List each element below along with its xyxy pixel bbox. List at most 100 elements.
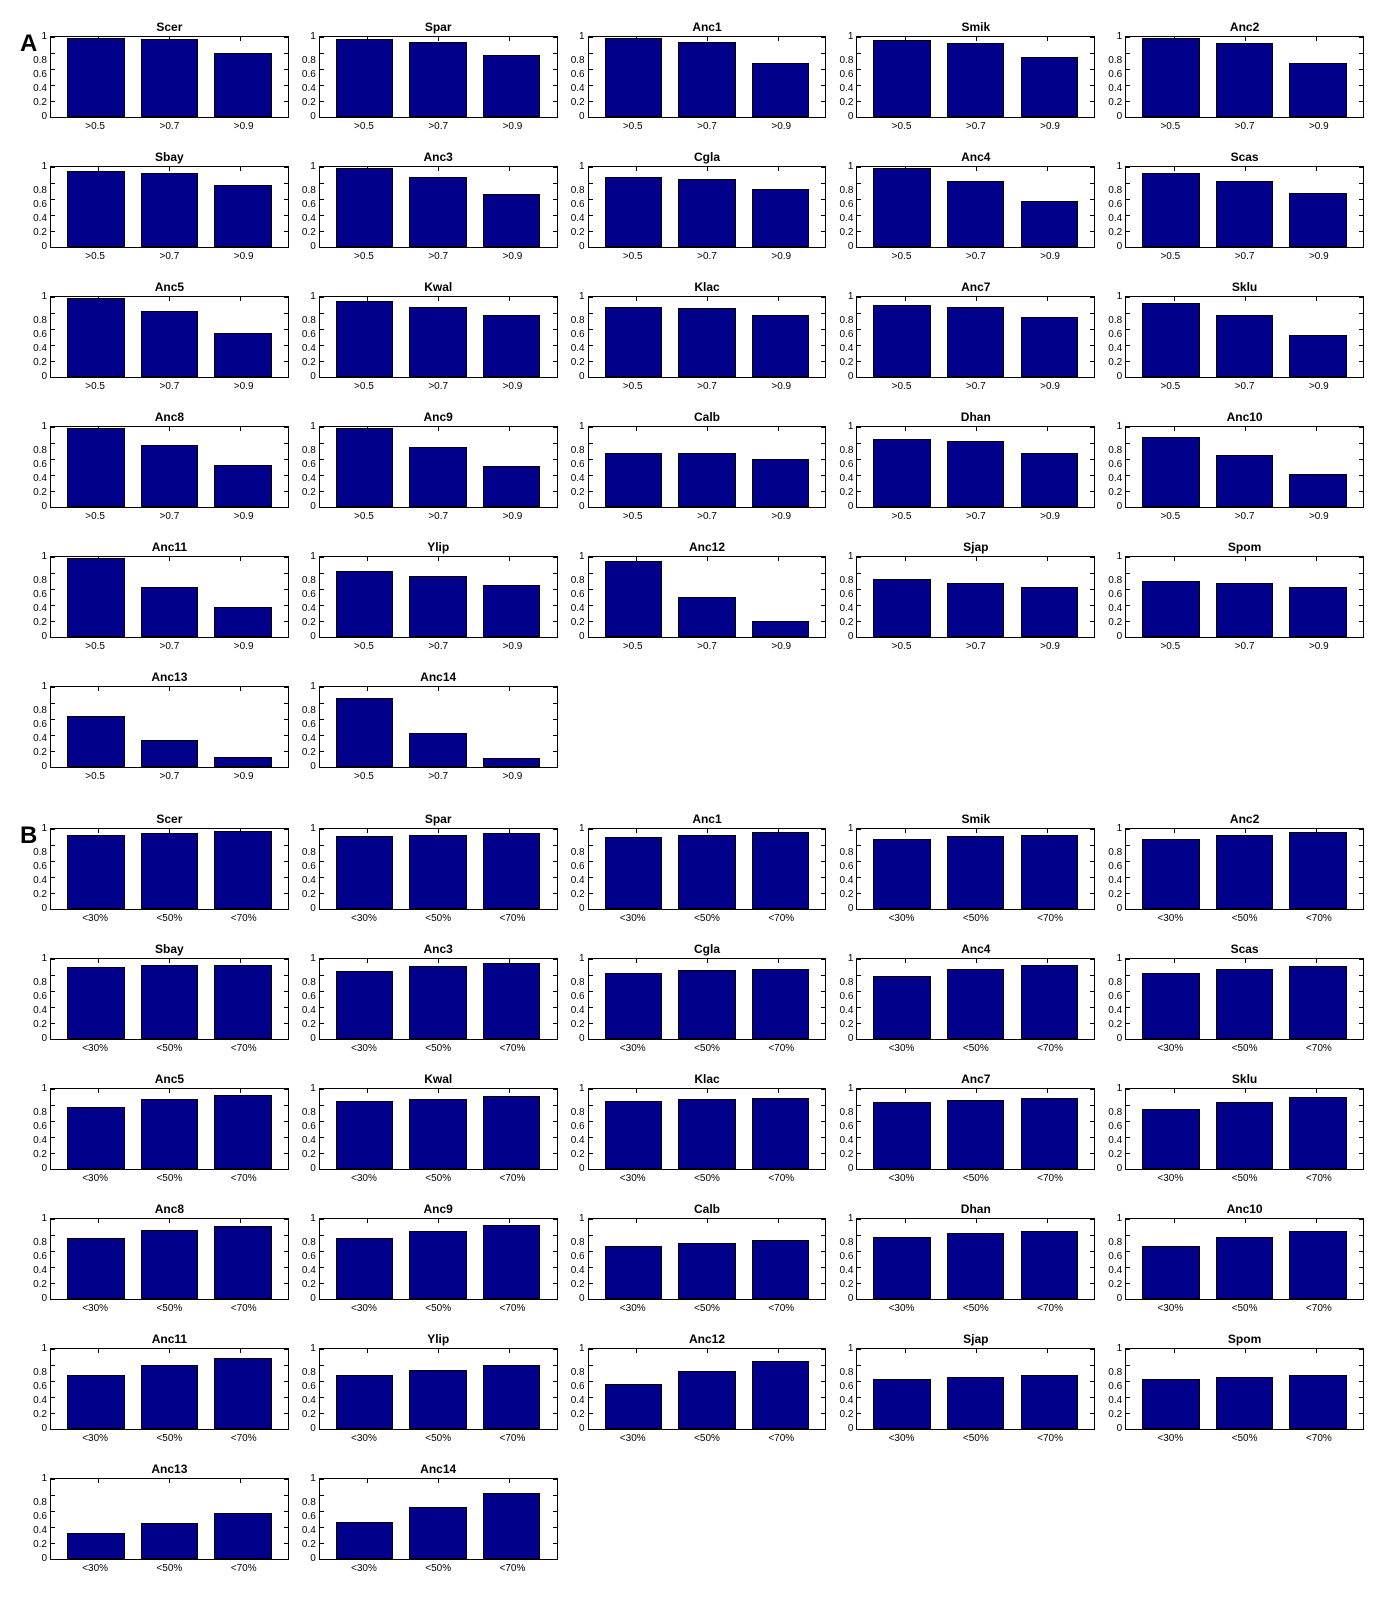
y-tick-label: 0 [559,1034,585,1044]
y-tick-label: 0.2 [21,1280,47,1290]
bar [873,839,930,909]
x-tick-label: <70% [1021,1043,1079,1054]
y-tick-label: 0.2 [290,1280,316,1290]
chart-title: Scer [50,812,289,826]
bar-chart: Dhan00.20.40.60.81<30%<50%<70% [856,1202,1095,1314]
x-tick-labels: >0.5>0.7>0.9 [588,641,827,652]
y-tick-label: 0 [559,112,585,122]
y-tick-label: 0.4 [827,1396,853,1406]
y-tick-label: 0.8 [559,316,585,326]
x-tick-label: >0.9 [1290,511,1348,522]
x-tick-labels: <30%<50%<70% [1125,1173,1364,1184]
bar [1021,587,1078,637]
x-tick-label: <30% [873,1433,931,1444]
bar [873,439,930,507]
y-tick-labels: 00.20.40.60.81 [1096,167,1122,247]
y-tick-label: 1 [559,1214,585,1224]
bar-chart: Anc800.20.40.60.81>0.5>0.7>0.9 [50,410,289,522]
y-tick-label: 1 [21,954,47,964]
x-tick-label: >0.9 [1290,641,1348,652]
bars-container [589,167,826,247]
bar [409,733,466,767]
y-tick-label: 0.4 [21,734,47,744]
plot-area: 00.20.40.60.81 [50,686,289,768]
y-tick-labels: 00.20.40.60.81 [290,829,316,909]
bars-container [51,959,288,1039]
y-tick-label: 0.2 [827,890,853,900]
bar [1216,315,1273,377]
bars-container [589,1219,826,1299]
x-tick-label: <30% [604,1043,662,1054]
plot-area: 00.20.40.60.81 [1125,1348,1364,1430]
y-tick-labels: 00.20.40.60.81 [290,687,316,767]
y-tick-labels: 00.20.40.60.81 [290,37,316,117]
x-tick-label: >0.5 [335,511,393,522]
x-tick-labels: >0.5>0.7>0.9 [588,121,827,132]
x-tick-labels: >0.5>0.7>0.9 [319,771,558,782]
y-tick-label: 0.6 [290,200,316,210]
y-tick-label: 0 [559,372,585,382]
bars-container [857,427,1094,507]
x-tick-label: >0.5 [1141,121,1199,132]
bar [752,315,809,377]
bar [1216,1102,1273,1169]
bar [1289,1231,1346,1299]
y-tick-label: 0.8 [290,1108,316,1118]
y-tick-label: 0.6 [827,460,853,470]
bar-chart: Anc1100.20.40.60.81<30%<50%<70% [50,1332,289,1444]
y-tick-label: 0.8 [290,706,316,716]
y-tick-label: 0.8 [827,316,853,326]
y-tick-label: 0 [21,1424,47,1434]
x-tick-label: <70% [484,1043,542,1054]
plot-area: 00.20.40.60.81 [856,426,1095,508]
y-tick-labels: 00.20.40.60.81 [21,427,47,507]
y-tick-labels: 00.20.40.60.81 [827,959,853,1039]
bar [605,561,662,637]
x-tick-label: >0.5 [604,511,662,522]
bar [1289,335,1346,377]
y-tick-labels: 00.20.40.60.81 [827,297,853,377]
bar [752,459,809,507]
y-tick-label: 1 [290,1214,316,1224]
y-tick-label: 0.4 [1096,344,1122,354]
bar-chart: Anc100.20.40.60.81>0.5>0.7>0.9 [588,20,827,132]
x-tick-labels: <30%<50%<70% [856,1433,1095,1444]
chart-title: Anc9 [319,410,558,424]
y-tick-labels: 00.20.40.60.81 [827,829,853,909]
y-tick-label: 0.6 [559,862,585,872]
y-tick-label: 0 [1096,372,1122,382]
bar [752,1240,809,1299]
x-tick-label: >0.5 [873,121,931,132]
y-tick-label: 0.4 [559,214,585,224]
bar [214,333,271,377]
x-tick-label: <50% [1216,913,1274,924]
y-tick-label: 0.6 [827,1122,853,1132]
y-tick-label: 0.4 [827,1136,853,1146]
panel-a: A Scer00.20.40.60.81>0.5>0.7>0.9Spar00.2… [20,20,1364,782]
plot-area: 00.20.40.60.81 [319,36,558,118]
bar-chart: Sklu00.20.40.60.81>0.5>0.7>0.9 [1125,280,1364,392]
y-tick-labels: 00.20.40.60.81 [21,167,47,247]
chart-title: Anc3 [319,942,558,956]
bar [605,38,662,117]
y-tick-label: 0.4 [290,1266,316,1276]
bar [214,1513,271,1559]
y-tick-label: 0.2 [290,1540,316,1550]
bar [947,1377,1004,1429]
bar [141,445,198,507]
chart-title: Sklu [1125,280,1364,294]
y-tick-labels: 00.20.40.60.81 [559,829,585,909]
chart-title: Anc12 [588,1332,827,1346]
y-tick-label: 0 [827,242,853,252]
x-tick-label: >0.9 [484,121,542,132]
plot-area: 00.20.40.60.81 [319,426,558,508]
bar [141,1230,198,1299]
chart-title: Anc14 [319,1462,558,1476]
x-tick-labels: <30%<50%<70% [319,1173,558,1184]
y-tick-label: 0.6 [21,992,47,1002]
bar [1142,173,1199,247]
plot-area: 00.20.40.60.81 [319,166,558,248]
x-tick-label: <70% [484,1173,542,1184]
x-tick-label: <50% [409,913,467,924]
bar [214,831,271,909]
